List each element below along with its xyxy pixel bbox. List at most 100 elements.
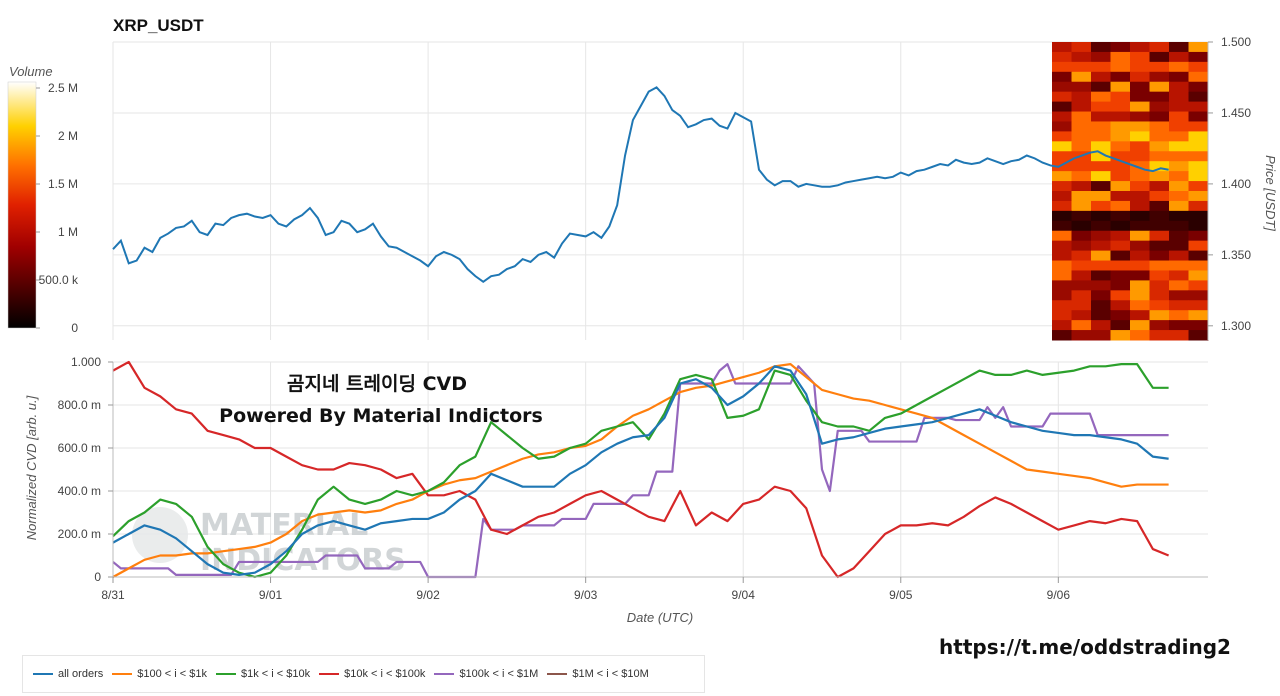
heatmap-cell bbox=[1130, 300, 1150, 311]
heatmap-cell bbox=[1110, 191, 1131, 202]
colorbar-tick-label: 2.5 M bbox=[48, 81, 78, 95]
heatmap-cell bbox=[1052, 290, 1072, 301]
heatmap-cell bbox=[1130, 71, 1150, 83]
heatmap-cell bbox=[1130, 111, 1150, 122]
colorbar-tick-label: 1.5 M bbox=[48, 177, 78, 191]
heatmap-cell bbox=[1130, 191, 1150, 202]
heatmap-cell bbox=[1149, 171, 1170, 182]
heatmap-cell bbox=[1188, 200, 1209, 212]
heatmap-cell bbox=[1169, 91, 1189, 103]
heatmap-cell bbox=[1149, 151, 1170, 162]
cvd-line-3 bbox=[112, 360, 1170, 579]
legend-item[interactable]: $1k < i < $10k bbox=[215, 668, 310, 680]
heatmap-cell bbox=[1188, 101, 1209, 113]
heatmap-cell bbox=[1071, 270, 1092, 281]
heatmap-cell bbox=[1110, 131, 1131, 142]
heatmap-cell bbox=[1071, 250, 1092, 262]
heatmap-cell bbox=[1052, 111, 1072, 122]
legend-item[interactable]: all orders bbox=[33, 668, 103, 680]
heatmap-cell bbox=[1052, 330, 1072, 341]
heatmap-cell bbox=[1149, 161, 1170, 172]
heatmap-cell bbox=[1188, 210, 1209, 222]
heatmap-cell bbox=[1130, 51, 1150, 63]
heatmap-cell bbox=[1130, 101, 1150, 113]
heatmap-cell bbox=[1130, 280, 1150, 291]
heatmap-cell bbox=[1149, 61, 1170, 73]
heatmap-cell bbox=[1091, 121, 1111, 132]
heatmap-cell bbox=[1091, 131, 1111, 142]
heatmap-cell bbox=[1091, 250, 1111, 262]
heatmap-cell bbox=[1091, 42, 1111, 53]
heatmap-cell bbox=[1169, 260, 1189, 271]
heatmap-cell bbox=[1052, 270, 1072, 281]
price-plot-area bbox=[113, 42, 1208, 340]
heatmap-cell bbox=[1149, 250, 1170, 262]
heatmap-cell bbox=[1149, 101, 1170, 113]
heatmap-cell bbox=[1052, 42, 1072, 53]
colorbar-ticks: 0 500.0 k 1 M 1.5 M 2 M 2.5 M bbox=[36, 81, 79, 335]
heatmap-cell bbox=[1188, 270, 1209, 281]
heatmap-cell bbox=[1188, 191, 1209, 202]
legend-item[interactable]: $10k < i < $100k bbox=[319, 668, 425, 680]
heatmap-cell bbox=[1110, 81, 1131, 93]
heatmap-cell bbox=[1091, 101, 1111, 113]
heatmap-cell bbox=[1052, 161, 1072, 172]
heatmap-cell bbox=[1071, 300, 1092, 311]
heatmap-cell bbox=[1052, 250, 1072, 262]
heatmap-cell bbox=[1149, 260, 1170, 271]
heatmap-cell bbox=[1130, 161, 1150, 172]
heatmap-cell bbox=[1188, 300, 1209, 311]
heatmap-cell bbox=[1188, 181, 1209, 192]
heatmap-cell bbox=[1169, 111, 1189, 122]
overlay-subtitle: Powered By Material Indictors bbox=[219, 405, 543, 427]
price-series-group bbox=[112, 86, 1169, 284]
heatmap-cell bbox=[1091, 181, 1111, 192]
heatmap-cell bbox=[1169, 131, 1189, 142]
heatmap-cell bbox=[1091, 290, 1111, 301]
heatmap-cell bbox=[1091, 51, 1111, 63]
price-tick-label: 1.300 bbox=[1221, 319, 1251, 333]
heatmap-cell bbox=[1071, 280, 1092, 291]
price-axis-label: Price [USDT] bbox=[1263, 155, 1278, 231]
legend-item[interactable]: $100 < i < $1k bbox=[112, 668, 207, 680]
heatmap-cell bbox=[1091, 320, 1111, 331]
heatmap-cell bbox=[1110, 111, 1131, 122]
heatmap-cell bbox=[1110, 300, 1131, 311]
legend: all orders $100 < i < $1k $1k < i < $10k $1… bbox=[22, 655, 705, 693]
heatmap-cell bbox=[1110, 320, 1131, 331]
heatmap-cell bbox=[1188, 280, 1209, 291]
legend-item[interactable]: $1M < i < $10M bbox=[547, 668, 649, 680]
cvd-tick-label: 400.0 m bbox=[58, 484, 101, 498]
cvd-axis-label: Normalized CVD [arb. u.] bbox=[24, 395, 39, 540]
legend-item[interactable]: $100k < i < $1M bbox=[434, 668, 538, 680]
heatmap-cell bbox=[1052, 101, 1072, 113]
heatmap-cell bbox=[1110, 210, 1131, 222]
heatmap-cell bbox=[1052, 51, 1072, 63]
heatmap-cell bbox=[1130, 250, 1150, 262]
heatmap-cell bbox=[1130, 171, 1150, 182]
chart-title: XRP_USDT bbox=[113, 16, 204, 35]
heatmap-cell bbox=[1149, 270, 1170, 281]
heatmap-cell bbox=[1188, 61, 1209, 73]
heatmap-cell bbox=[1130, 220, 1150, 232]
heatmap-cell bbox=[1110, 121, 1131, 132]
cvd-tick-label: 800.0 m bbox=[58, 398, 101, 412]
heatmap-cell bbox=[1149, 81, 1170, 93]
date-tick-label: 9/01 bbox=[259, 588, 283, 602]
heatmap-cell bbox=[1149, 310, 1170, 321]
heatmap-cell bbox=[1110, 250, 1131, 262]
heatmap-cell bbox=[1169, 51, 1189, 63]
cvd-tick-label: 200.0 m bbox=[58, 527, 101, 541]
heatmap-cell bbox=[1071, 220, 1092, 232]
heatmap-cell bbox=[1052, 300, 1072, 311]
heatmap-cell bbox=[1149, 290, 1170, 301]
cvd-y-axis: 0 200.0 m 400.0 m 600.0 m 800.0 m 1.000 bbox=[58, 355, 114, 584]
heatmap-cell bbox=[1110, 200, 1131, 212]
heatmap-cell bbox=[1169, 61, 1189, 73]
price-tick-label: 1.450 bbox=[1221, 106, 1251, 120]
telegram-link[interactable]: https://t.me/oddstrading2 bbox=[939, 635, 1231, 659]
price-tick-label: 1.500 bbox=[1221, 35, 1251, 49]
heatmap-cell bbox=[1091, 330, 1111, 341]
heatmap-cell bbox=[1169, 310, 1189, 321]
heatmap-cell bbox=[1071, 111, 1092, 122]
